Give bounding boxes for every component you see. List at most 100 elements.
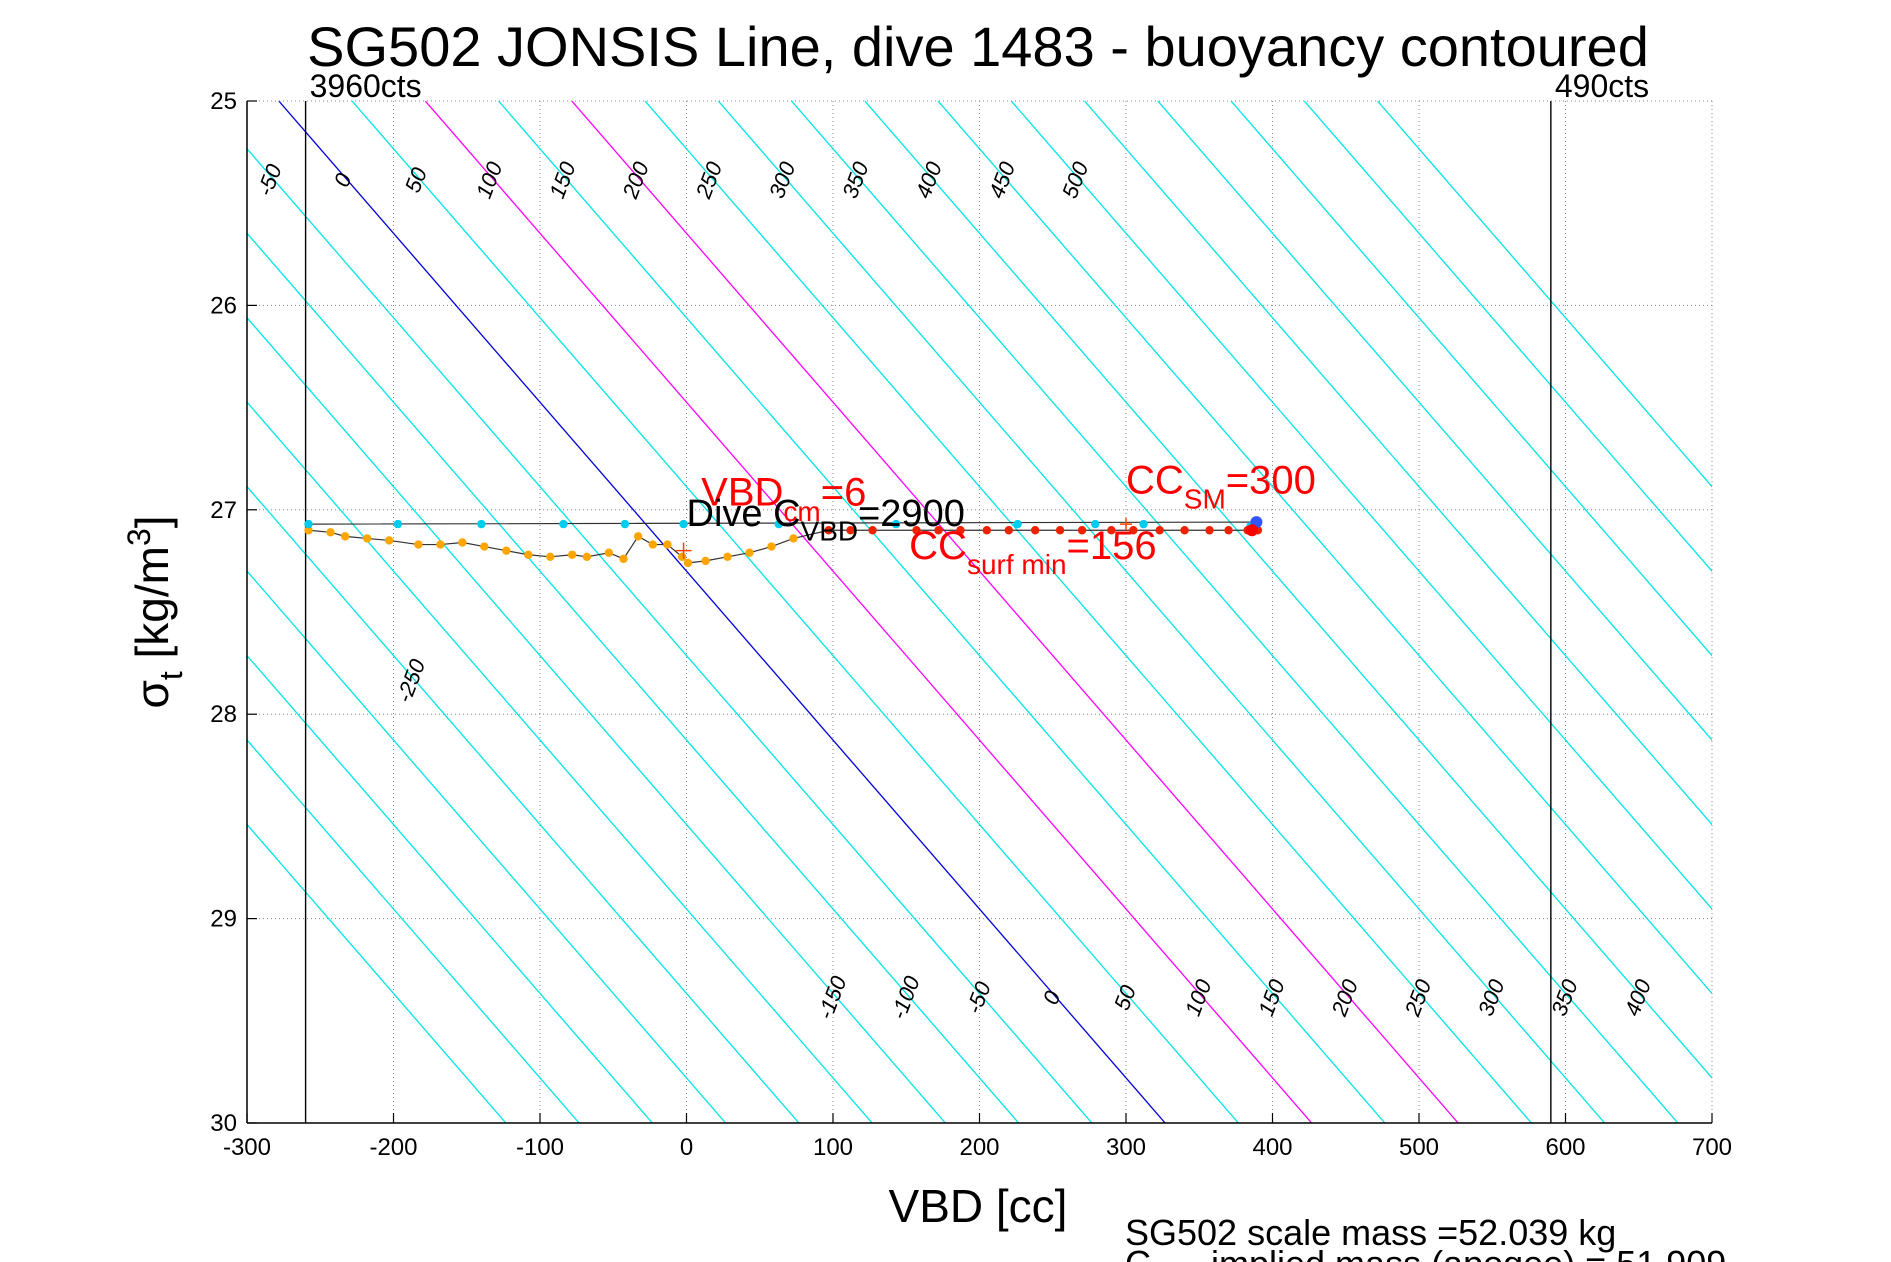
annotation-cc-surf-min-subscript: surf min (967, 549, 1067, 580)
footer-line-2: C implied mass (apogee) = 51.909 (1125, 1243, 1726, 1262)
contour-line (247, 485, 800, 1123)
y-label-main: [kg/m (126, 546, 178, 671)
annotation-vbd-cm-main: VBD (701, 471, 783, 515)
contour-line (247, 823, 507, 1123)
series-point (1155, 526, 1164, 535)
y-tick-label: 29 (210, 906, 237, 933)
reference-cross-marker (1120, 518, 1132, 531)
series-point (1004, 526, 1013, 535)
contour-line (424, 101, 1313, 1123)
contour-line (864, 101, 1712, 1079)
series-point (701, 556, 710, 566)
y-axis-label: σt [kg/m3] (121, 515, 189, 708)
contour-line (247, 739, 580, 1123)
series-point (582, 552, 592, 562)
x-axis-label: VBD [cc] (889, 1180, 1068, 1232)
x-tick-label: 500 (1399, 1134, 1439, 1161)
x-tick-label: 400 (1252, 1134, 1292, 1161)
vbd-limit-lines: 3960cts 490cts (304, 68, 1649, 1123)
contour-line (351, 101, 1239, 1123)
vbd-limit-label: 3960cts (310, 68, 422, 104)
y-label-sup: 3 (121, 528, 157, 546)
buoyancy-contours (247, 101, 1712, 1123)
series-point (745, 548, 754, 557)
contour-line (717, 101, 1606, 1123)
x-tick-label: -300 (223, 1134, 271, 1161)
grid-lines (247, 101, 1712, 1123)
series-point (774, 519, 783, 529)
annotation-dive-c-vbd: Dive CVBD=2900 (687, 493, 965, 546)
x-tick-label: 700 (1692, 1134, 1732, 1161)
series-point (326, 528, 335, 537)
annotation-cc-sm-value: =300 (1226, 458, 1316, 502)
contour-line (1010, 101, 1712, 910)
svg-text:σt [kg/m3]: σt [kg/m3] (121, 515, 189, 708)
contour-line (1303, 101, 1712, 573)
dive-series (304, 516, 1263, 568)
series-point (1224, 526, 1233, 535)
chart-title: SG502 JONSIS Line, dive 1483 - buoyancy … (307, 15, 1649, 78)
series-point (683, 558, 693, 568)
series-point (620, 519, 630, 529)
annotation-vbd-cm: VBDcm=6 (701, 471, 866, 527)
x-tick-label: 200 (959, 1134, 999, 1161)
annotation-cc-sm: CCSM=300 (1126, 458, 1316, 514)
series-point (1055, 526, 1065, 535)
series-point (480, 542, 489, 551)
series-point (633, 532, 643, 541)
annotation-dive-c-vbd-main: Dive C (687, 493, 801, 535)
series-point (1030, 526, 1040, 535)
series-point (663, 540, 672, 549)
contour-line (571, 101, 1459, 1123)
contour-line (1230, 101, 1712, 657)
series-point (568, 550, 577, 559)
series-point (679, 519, 688, 529)
series-point (436, 540, 445, 549)
series-point (789, 534, 798, 543)
x-tick-label: 0 (680, 1134, 693, 1161)
axis-ticks: -300 -200 -100 0 100 200 300 400 500 600 700 25 26 27… (210, 88, 1732, 1161)
contour-line (498, 101, 1386, 1123)
annotation-vbd-cm-subscript: cm (783, 496, 820, 527)
contour-line (278, 101, 1166, 1123)
series-point (604, 548, 614, 557)
series-point (362, 534, 372, 543)
series-point (723, 552, 732, 562)
contour-line (644, 101, 1532, 1123)
series-point (982, 526, 992, 535)
vbd-limit-label: 490cts (1555, 68, 1649, 104)
series-point (502, 546, 511, 555)
series-point (1091, 519, 1100, 529)
contour-line (247, 570, 727, 1123)
y-tick-label: 28 (210, 701, 237, 728)
contour-line (791, 101, 1679, 1123)
series-point (384, 536, 394, 545)
annotation-cc-sm-main: CC (1126, 458, 1184, 502)
series-point (648, 540, 658, 549)
y-tick-label: 27 (210, 497, 237, 524)
x-tick-label: -100 (516, 1134, 564, 1161)
y-tick-label: 30 (210, 1110, 237, 1137)
series-point (458, 538, 467, 547)
series-point (912, 526, 921, 535)
contour-line (247, 147, 1093, 1123)
series-point (559, 519, 568, 529)
series-point (304, 519, 313, 529)
series-point (956, 526, 965, 535)
series-point (546, 552, 555, 562)
series-point (1107, 526, 1116, 535)
series-point (1139, 519, 1148, 529)
annotation-cc-surf-min-main: CC (909, 524, 967, 568)
series-point (1205, 526, 1214, 535)
series-point (934, 526, 943, 535)
x-tick-label: 600 (1545, 1134, 1585, 1161)
contour-line (1377, 101, 1712, 488)
end-marker (1245, 524, 1258, 537)
series-point (1013, 519, 1022, 529)
series-point (393, 519, 403, 529)
contour-line (247, 316, 946, 1123)
contour-line (1157, 101, 1712, 742)
footer-line-1: SG502 scale mass =52.039 kg (1125, 1212, 1616, 1253)
y-label-end: ] (126, 515, 178, 528)
